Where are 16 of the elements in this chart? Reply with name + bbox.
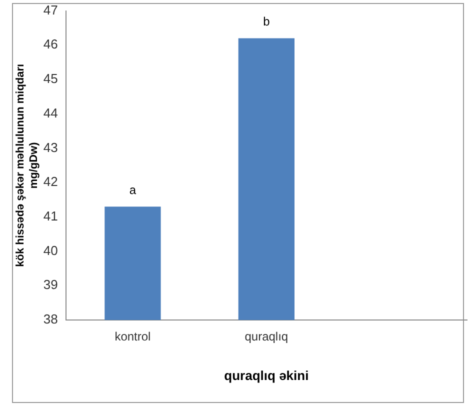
- y-tick-label: 41: [43, 208, 58, 224]
- y-tick-label: 44: [43, 105, 58, 120]
- y-tick-label: 42: [43, 174, 58, 190]
- y-tick-label: 45: [43, 71, 58, 86]
- y-tick-label: 40: [43, 242, 58, 258]
- y-tick-label: 43: [43, 140, 58, 155]
- annotation: a: [129, 182, 136, 197]
- x-tick-label: kontrol: [114, 330, 151, 344]
- y-tick-label: 38: [43, 312, 58, 327]
- x-tick-label: quraqlıq: [244, 330, 288, 344]
- y-tick-label: 39: [43, 277, 58, 292]
- y-axis-title: kök hissədə şəkər məhlulunun miqdarı mg/gDw): [14, 64, 40, 267]
- x-axis-title: quraqlıq əkini: [224, 368, 309, 383]
- y-tick-label: 47: [43, 2, 58, 18]
- y-tick-label: 46: [43, 36, 58, 52]
- annotation: b: [263, 14, 270, 29]
